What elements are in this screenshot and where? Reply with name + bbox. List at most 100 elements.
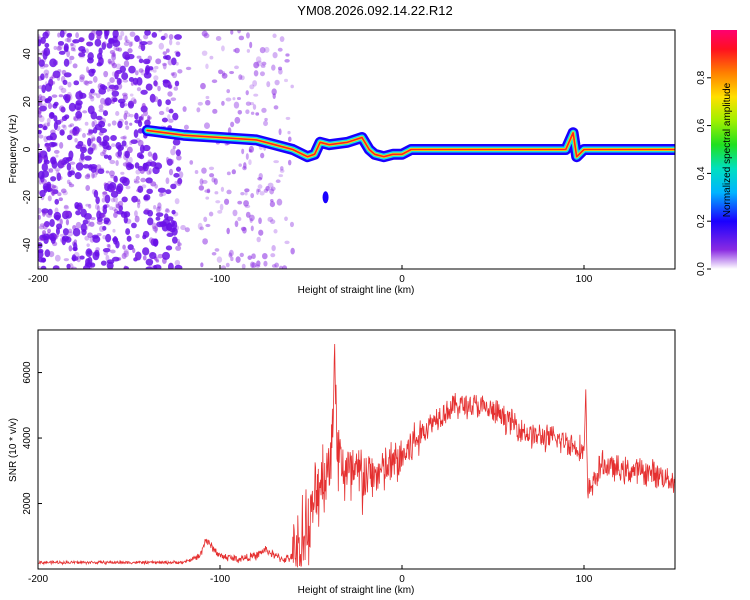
spectrogram-noise-blob — [154, 81, 159, 88]
spectrogram-noise-blob — [58, 105, 65, 112]
spectrogram-noise-blob — [111, 53, 117, 61]
spectrogram-noise-blob — [145, 177, 153, 184]
spectrogram-noise-blob — [73, 48, 77, 52]
spectrogram-noise-blob — [150, 153, 156, 159]
spectrogram-noise-blob — [45, 83, 52, 92]
spectrogram-noise-blob — [90, 251, 94, 255]
spectrogram-noise-blob — [214, 191, 219, 195]
spectrogram-noise-blob — [115, 110, 120, 117]
spectrogram-noise-blob — [122, 244, 126, 250]
spectrogram-trace — [141, 124, 675, 204]
spectrogram-noise-blob — [131, 222, 137, 229]
spectrogram-noise-blob — [152, 69, 157, 73]
spectrogram-noise-blob — [112, 196, 118, 203]
spectrogram-noise-blob — [69, 161, 76, 165]
spectrogram-noise-blob — [83, 213, 92, 220]
spectrogram-noise-blob — [115, 240, 120, 249]
spectrogram-x-tick-label: 0 — [399, 274, 405, 285]
spectrogram-noise-blob — [107, 58, 112, 64]
spectrogram-noise-blob — [201, 50, 208, 56]
spectrogram-noise-blob — [85, 225, 89, 231]
spectrogram-noise-blob — [229, 249, 234, 257]
spectrogram-noise-blob — [38, 85, 44, 90]
spectrogram-noise-blob — [89, 221, 95, 227]
spectrogram-noise-blob — [104, 194, 111, 204]
spectrogram-noise-blob — [99, 127, 108, 134]
spectrogram-noise-blob — [119, 101, 125, 109]
spectrogram-noise-blob — [58, 176, 63, 181]
spectrogram-x-tick-label: -100 — [210, 274, 230, 285]
spectrogram-noise-blob — [40, 73, 45, 81]
spectrogram-noise-blob — [225, 97, 232, 102]
spectrogram-noise-blob — [82, 164, 90, 169]
spectrogram-noise-blob — [172, 138, 181, 146]
spectrogram-noise-blob — [101, 42, 107, 50]
spectrogram-y-tick-label: 0 — [22, 146, 33, 152]
spectrogram-noise-blob — [168, 168, 174, 176]
spectrogram-noise-blob — [271, 244, 276, 252]
spectrogram-noise-blob — [253, 93, 259, 97]
spectrogram-noise-blob — [272, 33, 277, 39]
spectrogram-noise-blob — [110, 60, 115, 66]
spectrogram-noise-blob — [155, 216, 161, 221]
colorbar-tick-label: 0.8 — [696, 70, 707, 84]
spectrogram-noise-blob — [138, 45, 144, 50]
spectrogram-noise-blob — [87, 137, 92, 147]
spectrogram-noise-blob — [282, 265, 288, 269]
spectrogram-noise-blob — [165, 99, 171, 106]
spectrogram-noise-blob — [264, 117, 268, 122]
spectrogram-noise-blob — [200, 262, 204, 268]
spectrogram-noise-blob — [162, 63, 167, 70]
chart-title: YM08.2026.092.14.22.R12 — [297, 3, 452, 18]
spectrogram-noise-blob — [134, 215, 140, 223]
spectrogram-noise-blob — [78, 157, 85, 163]
spectrogram-noise-blob — [123, 60, 130, 68]
spectrogram-noise-blob — [109, 159, 116, 165]
spectrogram-noise-blob — [158, 42, 165, 50]
spectrogram-noise-blob — [57, 192, 62, 197]
spectrogram-noise-blob — [42, 230, 47, 235]
spectrogram-noise-blob — [203, 122, 210, 129]
spectrogram-noise-blob — [75, 221, 82, 229]
spectrogram-noise-blob — [168, 83, 173, 90]
spectrogram-noise-blob — [137, 202, 141, 209]
spectrogram-noise-blob — [165, 189, 172, 195]
spectrogram-noise-blob — [175, 245, 182, 251]
spectrogram-noise-blob — [125, 39, 130, 44]
spectrogram-noise-blob — [74, 137, 78, 143]
spectrogram-noise-blob — [141, 184, 147, 189]
spectrogram-noise-blob — [125, 185, 131, 190]
spectrogram-noise-blob — [75, 210, 81, 216]
spectrogram-noise-blob — [55, 169, 60, 177]
spectrogram-noise-blob — [74, 130, 79, 137]
spectrogram-noise-blob — [106, 261, 114, 269]
spectrogram-noise-blob — [151, 31, 158, 38]
spectrogram-noise-blob — [234, 116, 241, 124]
spectrogram-noise-blob — [133, 257, 138, 262]
spectrogram-noise-blob — [111, 71, 116, 77]
spectrogram-noise-blob — [41, 208, 49, 214]
spectrogram-noise-blob — [134, 70, 139, 76]
spectrogram-noise-blob — [65, 218, 70, 226]
spectrogram-noise-blob — [218, 69, 223, 75]
spectrogram-noise-blob — [238, 163, 242, 167]
spectrogram-noise-blob — [158, 192, 164, 198]
spectrogram-noise-blob — [122, 94, 128, 101]
spectrogram-noise-blob — [72, 63, 78, 69]
spectrogram-noise-blob — [38, 123, 44, 129]
spectrogram-noise-blob — [87, 147, 94, 155]
spectrogram-noise-blob — [170, 159, 175, 165]
spectrogram-y-tick-label: -40 — [22, 237, 33, 252]
spectrogram-noise-blob — [137, 120, 143, 128]
spectrogram-noise-blob — [110, 249, 116, 254]
spectrogram-noise-blob — [249, 214, 255, 222]
spectrogram-noise-blob — [280, 166, 284, 171]
spectrogram-noise-blob — [266, 81, 271, 88]
spectrogram-noise-blob — [97, 168, 105, 175]
spectrogram-noise-blob — [120, 136, 127, 140]
spectrogram-noise-blob — [236, 96, 242, 101]
spectrogram-noise-blob — [170, 97, 177, 102]
spectrogram-noise-blob — [167, 118, 174, 123]
spectrogram-noise-blob — [257, 188, 261, 193]
spectrogram-noise-blob — [46, 117, 51, 124]
